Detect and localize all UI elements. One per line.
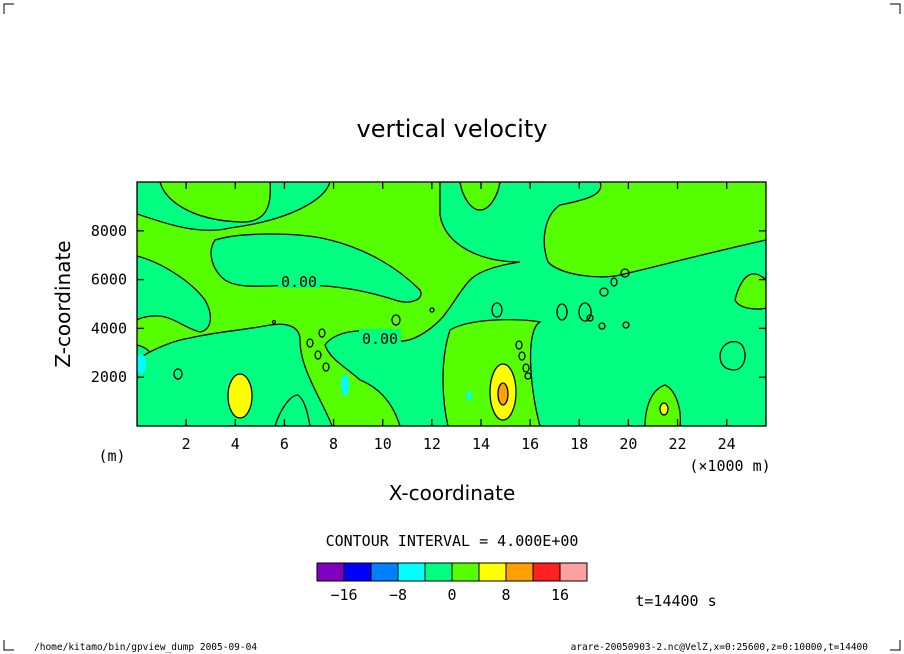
contour-region	[719, 341, 746, 371]
contour-region	[137, 354, 146, 374]
colorbar-swatch	[478, 562, 507, 582]
x-tick-label: 16	[521, 435, 539, 453]
contour-region	[227, 373, 253, 419]
time-label: t=14400 s	[635, 592, 716, 610]
plot-frame	[136, 181, 767, 427]
contour-region	[466, 391, 472, 401]
contour-region	[137, 323, 333, 426]
footer-left: /home/kitamo/bin/gpview_dump 2005-09-04	[34, 642, 257, 653]
y-tick-label: 2000	[91, 368, 127, 386]
colorbar-label: −16	[330, 586, 357, 604]
colorbar-swatch	[424, 562, 453, 582]
y-axis-ticks: 2000 4000 6000 8000	[91, 222, 766, 386]
contour-dots	[173, 268, 630, 380]
contour-region	[274, 394, 311, 426]
contour-interval: CONTOUR INTERVAL = 4.000E+00	[326, 532, 579, 550]
x-tick-label: 8	[329, 435, 338, 453]
contour-label: 0.00	[362, 330, 398, 348]
contour-label: 0.00	[281, 273, 317, 291]
x-tick-label: 18	[570, 435, 588, 453]
y-tick-label: 6000	[91, 271, 127, 289]
x-tick-label: 14	[472, 435, 490, 453]
colorbar-swatch	[316, 562, 345, 582]
contour-region	[137, 255, 212, 333]
y-unit-label: (m)	[98, 447, 125, 465]
contour-region	[341, 374, 349, 396]
x-tick-label: 10	[374, 435, 392, 453]
colorbar-swatch	[397, 562, 426, 582]
y-axis-label: Z-coordinate	[51, 240, 75, 367]
x-unit-label: (×1000 m)	[689, 457, 770, 475]
contour-region	[210, 233, 422, 303]
colorbar-swatch	[370, 562, 399, 582]
contour-region	[497, 382, 509, 406]
chart-title: vertical velocity	[357, 115, 548, 143]
colorbar-swatch	[505, 562, 534, 582]
colorbar-label: 8	[501, 586, 510, 604]
colorbar-swatch	[451, 562, 480, 582]
colorbar-label: 16	[551, 586, 569, 604]
x-tick-label: 24	[718, 435, 736, 453]
colorbar: −16 −8 0 8 16	[316, 562, 588, 604]
x-axis-ticks: 2 4 6 8 10 12 14 16 18 20 22 24	[182, 182, 736, 453]
x-tick-label: 2	[182, 435, 191, 453]
colorbar-swatch	[532, 562, 561, 582]
crop-marks	[3, 3, 901, 651]
x-tick-label: 6	[280, 435, 289, 453]
y-tick-label: 4000	[91, 319, 127, 337]
x-tick-label: 12	[423, 435, 441, 453]
colorbar-swatch	[559, 562, 588, 582]
footer-right: arare-20050903-2.nc@VelZ,x=0:25600,z=0:1…	[571, 642, 869, 653]
plot-area: 0.00 0.00	[136, 181, 767, 427]
colorbar-label: 0	[447, 586, 456, 604]
x-tick-label: 20	[619, 435, 637, 453]
y-tick-label: 8000	[91, 222, 127, 240]
contour-region	[137, 182, 331, 231]
x-axis-label: X-coordinate	[389, 481, 516, 505]
x-tick-label: 22	[669, 435, 687, 453]
colorbar-swatch	[343, 562, 372, 582]
contour-region	[659, 402, 669, 416]
colorbar-label: −8	[389, 586, 407, 604]
x-tick-label: 4	[231, 435, 240, 453]
